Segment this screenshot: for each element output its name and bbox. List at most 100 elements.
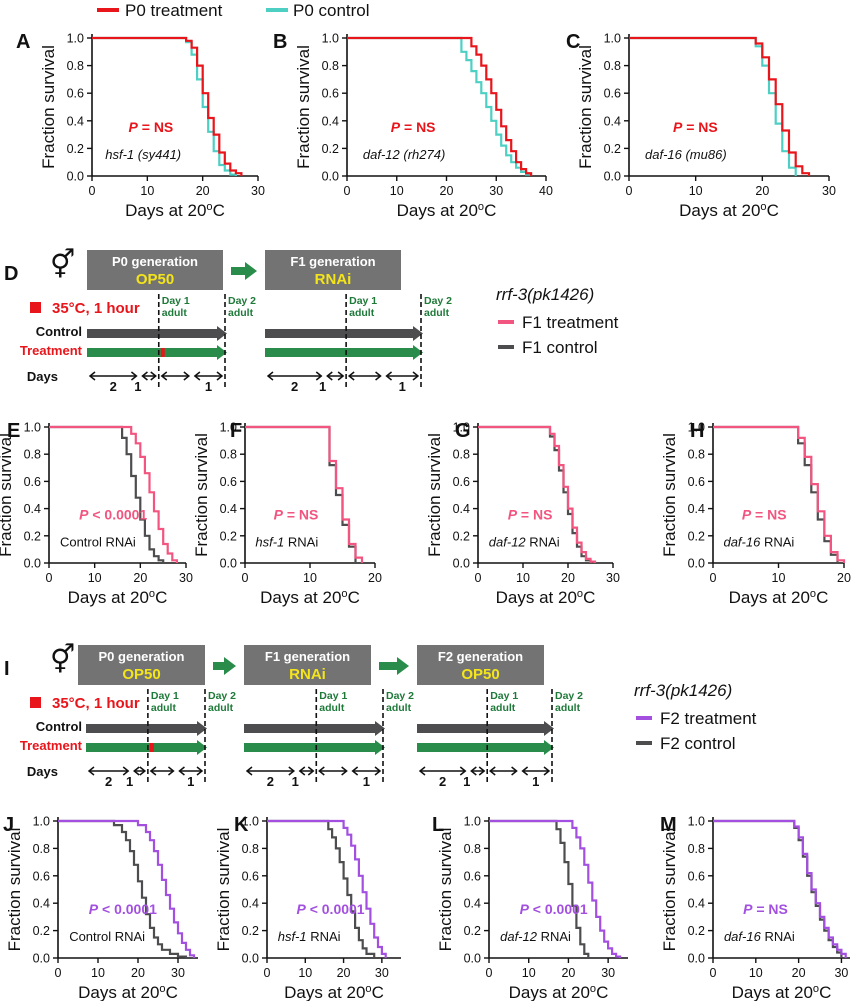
- panel-f: F 0.0 0.2 0.4 0.6 0.8 1.0 0 10 20 Days at 20oC Frac…: [192, 420, 382, 607]
- survival-curve-p0-treatment: [347, 36, 533, 176]
- generation-title: F1 generation: [265, 649, 350, 664]
- p-value: P = NS: [742, 506, 787, 522]
- y-axis-label: Fraction survival: [214, 828, 233, 952]
- panel-l: L 0.0 0.2 0.4 0.6 0.8 1.0 0 10 20 30 Days at 20oC Fr…: [432, 814, 628, 1001]
- interval-arrow: [288, 766, 296, 776]
- interval-arrow: [193, 371, 201, 381]
- interval-arrow: [351, 766, 359, 776]
- panel-k: K 0.0 0.2 0.4 0.6 0.8 1.0 0 10 20 30 Days at 20oC Fr…: [214, 814, 401, 1001]
- y-tick-label: 0.2: [604, 142, 621, 156]
- day2-label: adult: [228, 307, 254, 319]
- x-tick-label: 0: [46, 571, 53, 585]
- generation-box: [265, 250, 401, 290]
- interval-label: 1: [399, 379, 406, 394]
- p-value: P = NS: [274, 506, 319, 522]
- y-axis-label: Fraction survival: [660, 433, 679, 557]
- control-bar-head: [375, 721, 385, 736]
- interval-label: 1: [126, 774, 133, 789]
- x-tick-label: 30: [601, 966, 615, 980]
- survival-curve-f1-treatment: [713, 425, 846, 563]
- x-axis-label: Days at 20oC: [679, 201, 779, 220]
- x-tick-label: 30: [179, 571, 193, 585]
- y-tick-label: 1.0: [33, 815, 50, 829]
- interval-arrow: [412, 371, 420, 381]
- day1-label: Day 1: [349, 295, 377, 307]
- x-tick-label: 30: [606, 571, 620, 585]
- interval-label: 1: [292, 774, 299, 789]
- generation-food: OP50: [136, 271, 174, 288]
- y-axis-label: Fraction survival: [660, 828, 679, 952]
- y-tick-label: 0.2: [24, 529, 41, 543]
- survival-curve-f1-treatment: [49, 425, 178, 563]
- generation-arrow-head: [245, 262, 257, 280]
- p-value: P < 0.0001: [296, 901, 364, 917]
- panel-letter: H: [690, 420, 704, 442]
- survival-curve-p0-treatment: [92, 36, 243, 176]
- generation-title: F2 generation: [438, 649, 523, 664]
- y-tick-label: 0.0: [242, 952, 259, 966]
- survival-curve-f2-control: [489, 819, 590, 958]
- heat-shock-icon: [30, 302, 41, 313]
- y-tick-label: 0.8: [24, 448, 41, 462]
- interval-arrow: [139, 766, 147, 776]
- interval-label: 2: [267, 774, 274, 789]
- panel-e: E 0.0 0.2 0.4 0.6 0.8 1.0 0 10 20 30 Days at 20oC Fr…: [0, 420, 193, 607]
- x-tick-label: 10: [303, 571, 317, 585]
- control-bar-head: [544, 721, 554, 736]
- x-axis-label: Days at 20oC: [78, 983, 178, 1001]
- interval-arrow: [347, 371, 355, 381]
- y-tick-label: 1.0: [453, 421, 470, 435]
- interval-arrow: [130, 371, 138, 381]
- interval-label: 1: [205, 379, 212, 394]
- x-tick-label: 30: [251, 184, 265, 198]
- p-value: P = NS: [508, 506, 553, 522]
- y-tick-label: 0.0: [604, 170, 621, 184]
- interval-arrow: [326, 371, 333, 381]
- legend-label: P0 treatment: [125, 1, 223, 20]
- y-tick-label: 0.0: [33, 952, 50, 966]
- hermaphrodite-icon: ⚥: [50, 248, 75, 280]
- y-tick-label: 0.4: [322, 114, 339, 128]
- y-tick-label: 0.8: [33, 842, 50, 856]
- y-tick-label: 0.8: [220, 448, 237, 462]
- condition-label: daf-16 RNAi: [723, 534, 794, 549]
- y-tick-label: 0.8: [688, 448, 705, 462]
- x-tick-label: 10: [772, 571, 786, 585]
- interval-label: 1: [463, 774, 470, 789]
- y-tick-label: 0.4: [24, 502, 41, 516]
- interval-arrow: [196, 766, 204, 776]
- heat-shock-label: 35°C, 1 hour: [52, 695, 140, 712]
- x-tick-label: 20: [755, 184, 769, 198]
- day2-label: adult: [555, 702, 581, 714]
- survival-curve-p0-treatment: [629, 36, 811, 176]
- day1-label: Day 1: [162, 295, 190, 307]
- x-axis-label: Days at 20oC: [68, 588, 168, 607]
- interval-label: 1: [363, 774, 370, 789]
- row-label-control: Control: [36, 719, 82, 734]
- generation-box: [78, 645, 205, 685]
- generation-box: [417, 645, 544, 685]
- interval-arrow: [374, 766, 382, 776]
- generation-food: RNAi: [289, 666, 326, 683]
- y-tick-label: 0.8: [604, 59, 621, 73]
- panel-letter: C: [566, 31, 580, 53]
- x-tick-label: 20: [837, 571, 851, 585]
- panel-letter: M: [660, 814, 677, 836]
- day2-label: Day 2: [424, 295, 452, 307]
- day1-label: Day 1: [319, 690, 347, 702]
- y-tick-label: 0.8: [453, 448, 470, 462]
- interval-arrow: [149, 766, 157, 776]
- condition-label: Control RNAi: [60, 534, 136, 549]
- y-tick-label: 0.6: [453, 475, 470, 489]
- x-tick-label: 10: [298, 966, 312, 980]
- panel-h: H 0.0 0.2 0.4 0.6 0.8 1.0 0 10 20 Days at 20oC Frac…: [660, 420, 851, 607]
- control-bar: [86, 724, 199, 733]
- x-axis-label: Days at 20oC: [125, 201, 225, 220]
- day1-label: Day 1: [151, 690, 179, 702]
- row-label-days: Days: [27, 764, 58, 779]
- y-tick-label: 0.8: [67, 59, 84, 73]
- y-tick-label: 0.6: [464, 869, 481, 883]
- x-tick-label: 20: [561, 966, 575, 980]
- interval-arrow: [141, 371, 148, 381]
- interval-arrow: [245, 766, 253, 776]
